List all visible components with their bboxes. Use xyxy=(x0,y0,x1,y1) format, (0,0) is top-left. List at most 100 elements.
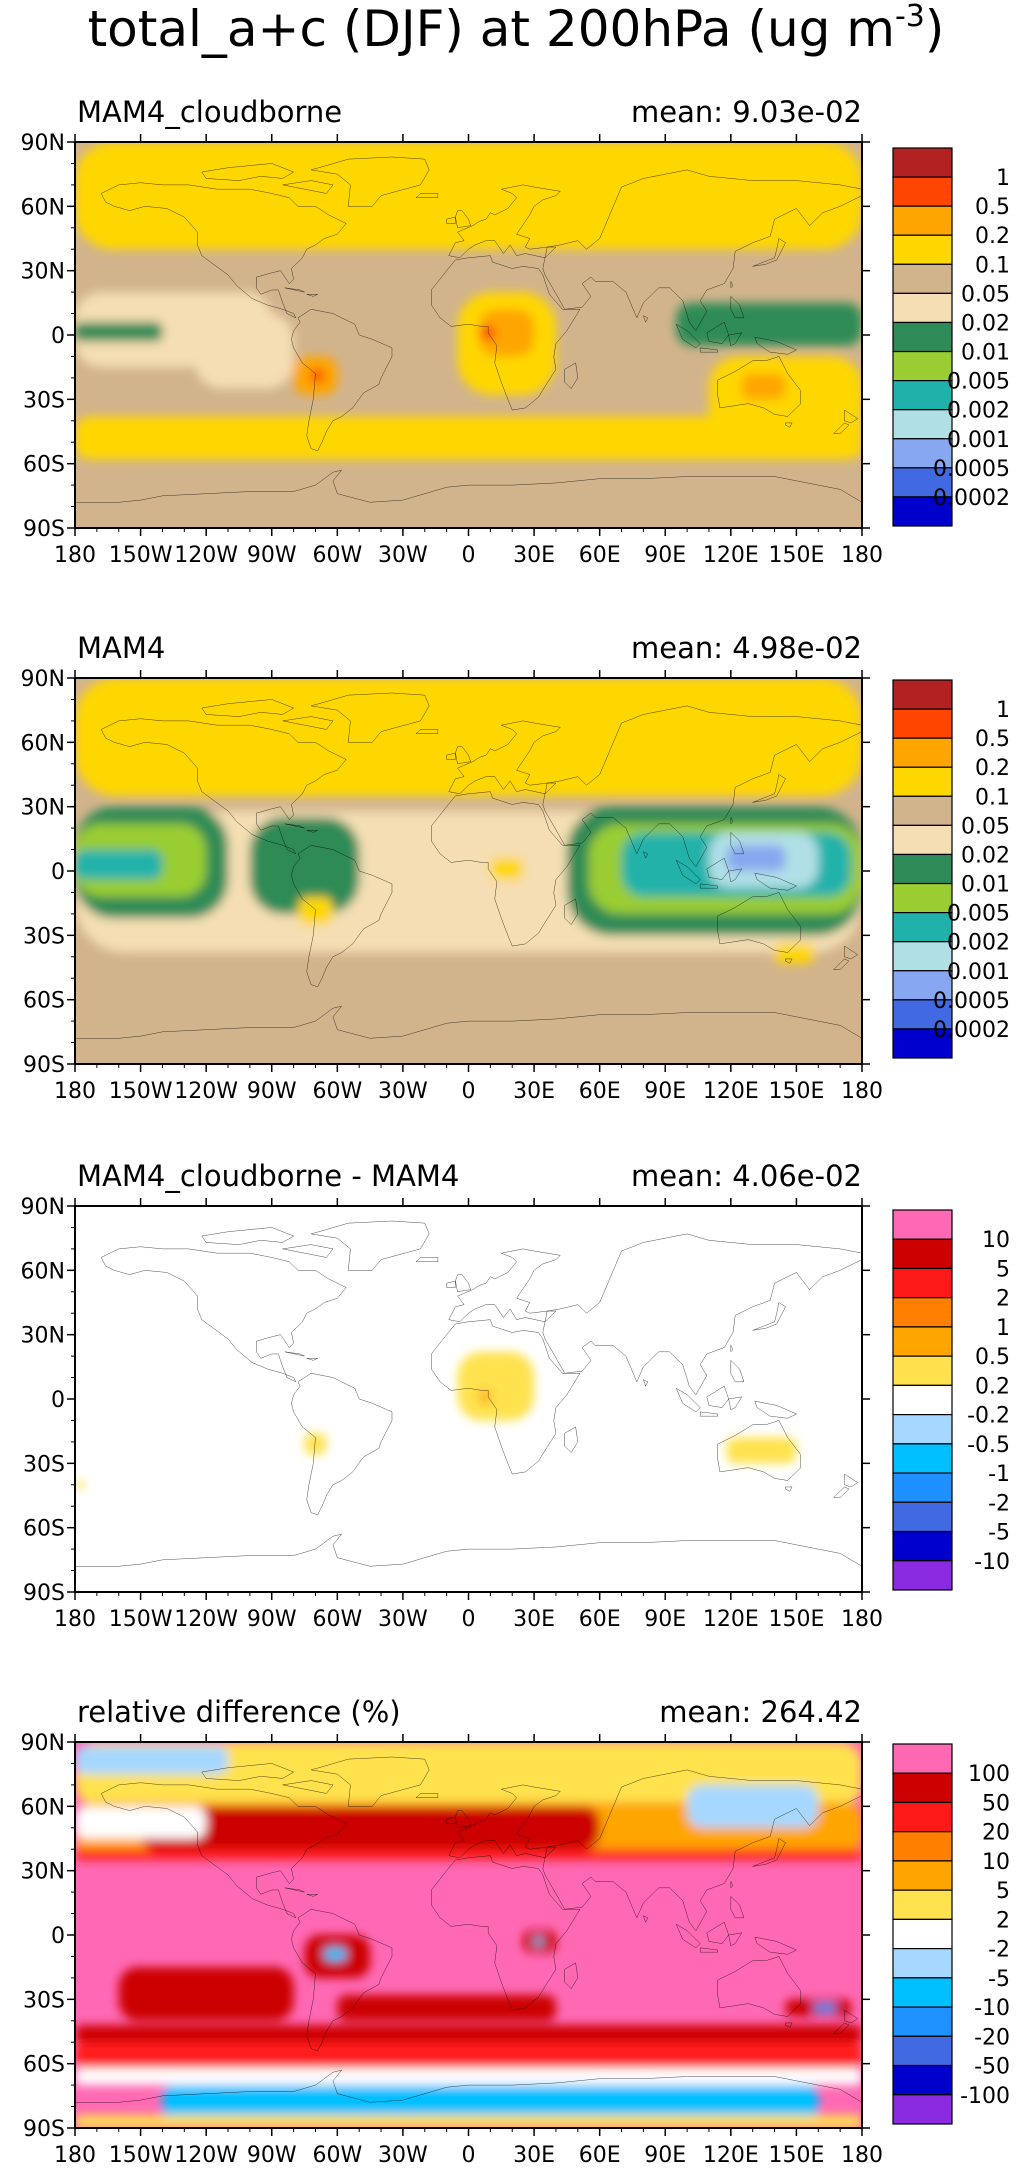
x-tick-label: 60E xyxy=(579,1607,621,1632)
colorbar-label: -10 xyxy=(974,1550,1010,1575)
region-north-band xyxy=(75,142,862,250)
y-tick-label: 0 xyxy=(51,1924,65,1949)
y-tick-label: 60N xyxy=(21,731,65,756)
colorbar-label: -10 xyxy=(974,1996,1010,2021)
colorbar-swatch xyxy=(892,999,953,1030)
colorbar-swatch xyxy=(892,708,953,739)
colorbar-label: 100 xyxy=(968,1762,1010,1787)
colorbar-label: -1 xyxy=(988,1462,1010,1487)
region-australia-diff xyxy=(726,1437,797,1464)
region-africa-diff-core xyxy=(479,1390,491,1404)
region-africa-max xyxy=(479,326,495,340)
colorbar-swatch xyxy=(892,1238,953,1270)
x-tick-label: 60W xyxy=(312,1607,362,1632)
colorbar-swatch xyxy=(892,321,953,353)
colorbar-label: 0.5 xyxy=(975,727,1010,752)
colorbar-swatch xyxy=(892,1209,953,1240)
panel-mean: mean: 264.42 xyxy=(659,1695,862,1729)
x-tick-label: 60E xyxy=(579,2143,621,2168)
colorbar-label: 0.001 xyxy=(947,428,1010,453)
colorbar-swatch xyxy=(892,1472,953,1503)
figure-title: total_a+c (DJF) at 200hPa (ug m-3) xyxy=(88,0,945,58)
colorbar-label: 0.002 xyxy=(947,931,1010,956)
x-tick-label: 150W xyxy=(109,2143,173,2168)
colorbar-label: 0.5 xyxy=(975,1345,1010,1370)
region-south-band xyxy=(75,416,862,460)
colorbar-swatch xyxy=(892,824,953,856)
colorbar-label: 0.01 xyxy=(961,341,1010,366)
panel-title: MAM4_cloudborne xyxy=(77,95,342,129)
region-nh-red xyxy=(75,1849,862,1860)
colorbar-swatch xyxy=(892,766,953,797)
colorbar: 100 50 20 10 5 2 -2 -5 -10 -20 -50 -100 xyxy=(892,1743,1010,2125)
x-tick-label: 120E xyxy=(703,1079,759,1104)
y-tick-label: 60S xyxy=(23,989,65,1014)
x-tick-label: 90E xyxy=(644,2143,686,2168)
x-tick-label: 150E xyxy=(768,543,824,568)
region-so-yellow xyxy=(75,2115,862,2128)
region-wpac-blue xyxy=(726,845,786,871)
colorbar-label: 5 xyxy=(996,1879,1010,1904)
colorbar-label: -0.5 xyxy=(967,1433,1010,1458)
colorbar-swatch xyxy=(892,438,953,469)
panel-title: relative difference (%) xyxy=(77,1695,401,1729)
region-ausse-blue xyxy=(813,2003,836,2013)
colorbar: 1 0.5 0.2 0.1 0.05 0.02 0.01 0.005 0.002 0.001 0.0… xyxy=(892,147,1010,527)
region-so-darkred xyxy=(75,2025,862,2043)
colorbar-label: -100 xyxy=(960,2084,1010,2109)
x-tick-label: 60W xyxy=(312,2143,362,2168)
colorbar-swatch xyxy=(892,737,953,768)
y-tick-label: 60S xyxy=(23,1517,65,1542)
x-tick-label: 150E xyxy=(768,1079,824,1104)
x-tick-label: 180 xyxy=(841,2143,883,2168)
colorbar-label: -5 xyxy=(988,1967,1010,1992)
x-tick-label: 150E xyxy=(768,1607,824,1632)
figure-title-text: total_a+c (DJF) at 200hPa (ug m xyxy=(88,0,895,58)
region-africa-blue xyxy=(534,1937,543,1946)
x-tick-label: 180 xyxy=(841,1607,883,1632)
colorbar-label: 0.2 xyxy=(975,756,1010,781)
figure-title-close: ) xyxy=(925,0,945,58)
x-tick-label: 90E xyxy=(644,543,686,568)
region-samerica-diff xyxy=(304,1433,327,1455)
x-tick-label: 180 xyxy=(54,1607,96,1632)
colorbar-label: 0.0005 xyxy=(933,457,1010,482)
colorbar-label: -50 xyxy=(974,2055,1010,2080)
colorbar-swatch xyxy=(892,1860,953,1891)
colorbar-label: 20 xyxy=(982,1821,1010,1846)
figure-title-superscript: -3 xyxy=(895,0,925,34)
x-tick-label: 120E xyxy=(703,2143,759,2168)
x-tick-label: 30E xyxy=(513,1607,555,1632)
region-so-blue xyxy=(162,2085,819,2120)
colorbar-label: 1 xyxy=(996,698,1010,723)
x-tick-label: 0 xyxy=(462,1607,476,1632)
x-tick-label: 120W xyxy=(174,2143,238,2168)
colorbar-swatch xyxy=(892,1948,953,1979)
x-tick-label: 180 xyxy=(841,1079,883,1104)
colorbar-swatch xyxy=(892,1501,953,1533)
colorbar: 1 0.5 0.2 0.1 0.05 0.02 0.01 0.005 0.002 0.001 0.0… xyxy=(892,679,1010,1059)
y-tick-label: 60S xyxy=(23,453,65,478)
x-tick-label: 0 xyxy=(462,2143,476,2168)
y-tick-label: 30N xyxy=(21,796,65,821)
colorbar-swatch xyxy=(892,795,953,826)
region-north-band xyxy=(75,678,862,796)
x-tick-label: 120W xyxy=(174,543,238,568)
colorbar-label: 0.001 xyxy=(947,960,1010,985)
colorbar-swatch xyxy=(892,1384,953,1416)
region-samerica-max xyxy=(311,369,325,383)
colorbar-swatch xyxy=(892,1355,953,1386)
colorbar-swatch xyxy=(892,1560,953,1591)
region-africa-core xyxy=(479,309,535,357)
x-tick-label: 30W xyxy=(378,1607,428,1632)
colorbar-label: 0.5 xyxy=(975,195,1010,220)
colorbar-swatch xyxy=(892,1414,953,1445)
region-africa-spot xyxy=(490,858,524,880)
colorbar-swatch xyxy=(892,205,953,236)
contour-fills xyxy=(75,1351,797,1490)
colorbar-swatch xyxy=(892,1772,953,1804)
panel-title: MAM4_cloudborne - MAM4 xyxy=(77,1159,459,1193)
colorbar-label: 0.005 xyxy=(947,370,1010,395)
colorbar-label: 0.002 xyxy=(947,399,1010,424)
x-tick-label: 150W xyxy=(109,1079,173,1104)
